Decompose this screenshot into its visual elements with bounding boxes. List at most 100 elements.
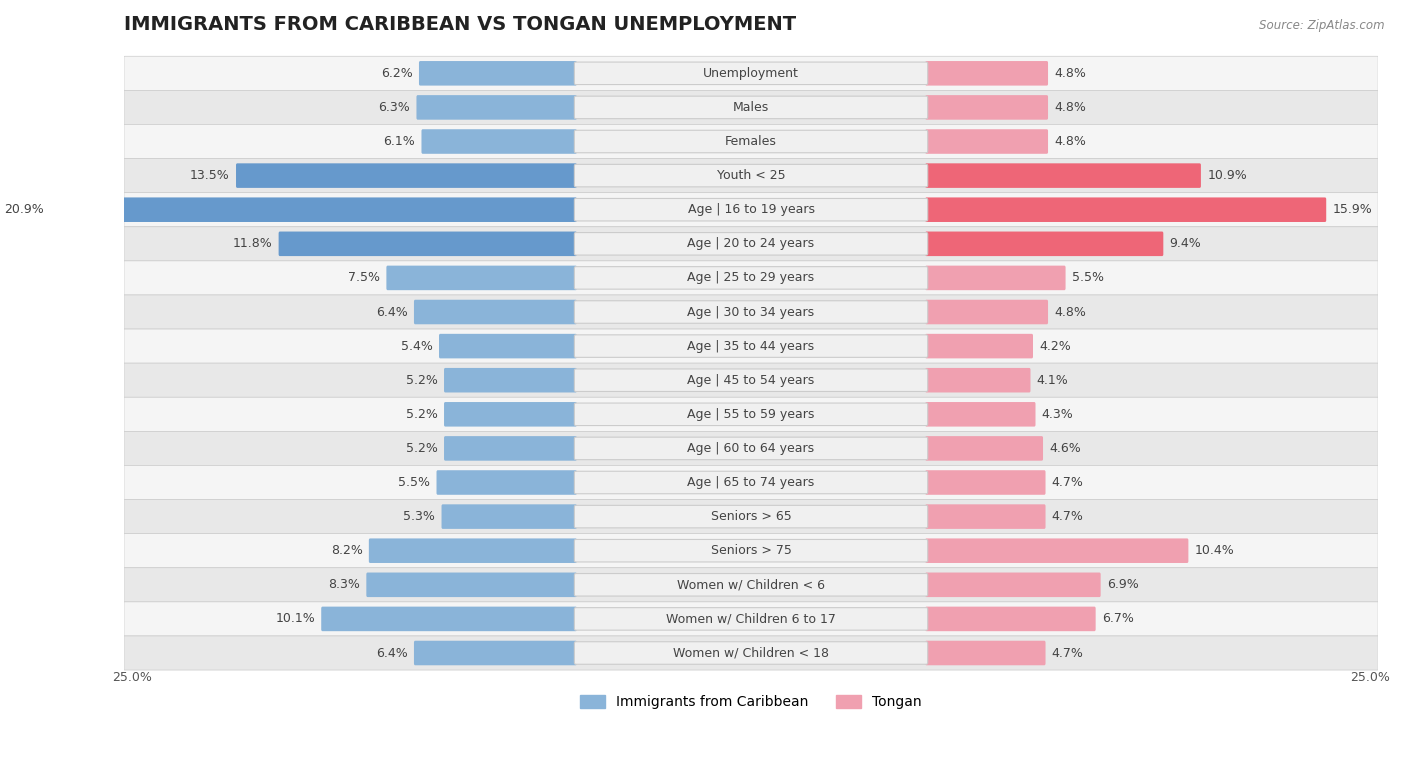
FancyBboxPatch shape (124, 431, 1378, 466)
Text: 5.4%: 5.4% (401, 340, 433, 353)
FancyBboxPatch shape (925, 61, 1047, 86)
FancyBboxPatch shape (124, 295, 1378, 329)
Text: 4.7%: 4.7% (1052, 476, 1084, 489)
FancyBboxPatch shape (575, 62, 928, 85)
Text: 25.0%: 25.0% (1350, 671, 1391, 684)
Text: 8.3%: 8.3% (328, 578, 360, 591)
FancyBboxPatch shape (278, 232, 576, 256)
FancyBboxPatch shape (441, 504, 576, 529)
FancyBboxPatch shape (124, 568, 1378, 602)
Text: 6.2%: 6.2% (381, 67, 413, 79)
Text: 5.2%: 5.2% (406, 408, 437, 421)
FancyBboxPatch shape (321, 606, 576, 631)
Text: 5.5%: 5.5% (398, 476, 430, 489)
Text: IMMIGRANTS FROM CARIBBEAN VS TONGAN UNEMPLOYMENT: IMMIGRANTS FROM CARIBBEAN VS TONGAN UNEM… (125, 15, 797, 34)
FancyBboxPatch shape (575, 96, 928, 119)
Text: 6.4%: 6.4% (375, 646, 408, 659)
Text: 10.9%: 10.9% (1208, 169, 1247, 182)
Text: Unemployment: Unemployment (703, 67, 799, 79)
FancyBboxPatch shape (575, 130, 928, 153)
Text: 4.7%: 4.7% (1052, 646, 1084, 659)
Text: Women w/ Children < 6: Women w/ Children < 6 (678, 578, 825, 591)
FancyBboxPatch shape (124, 602, 1378, 636)
Text: Age | 16 to 19 years: Age | 16 to 19 years (688, 203, 814, 217)
Text: 5.3%: 5.3% (404, 510, 436, 523)
FancyBboxPatch shape (575, 540, 928, 562)
FancyBboxPatch shape (925, 504, 1046, 529)
Legend: Immigrants from Caribbean, Tongan: Immigrants from Caribbean, Tongan (575, 690, 928, 715)
Text: 4.3%: 4.3% (1042, 408, 1074, 421)
Text: 25.0%: 25.0% (112, 671, 152, 684)
Text: 11.8%: 11.8% (232, 237, 273, 251)
FancyBboxPatch shape (925, 470, 1046, 495)
FancyBboxPatch shape (124, 124, 1378, 158)
FancyBboxPatch shape (413, 300, 576, 324)
FancyBboxPatch shape (575, 574, 928, 596)
FancyBboxPatch shape (236, 164, 576, 188)
Text: Source: ZipAtlas.com: Source: ZipAtlas.com (1260, 19, 1385, 32)
FancyBboxPatch shape (124, 261, 1378, 295)
FancyBboxPatch shape (575, 369, 928, 391)
FancyBboxPatch shape (925, 164, 1201, 188)
Text: 4.1%: 4.1% (1036, 374, 1069, 387)
FancyBboxPatch shape (124, 466, 1378, 500)
FancyBboxPatch shape (124, 534, 1378, 568)
Text: 4.8%: 4.8% (1054, 135, 1087, 148)
FancyBboxPatch shape (367, 572, 576, 597)
Text: 15.9%: 15.9% (1333, 203, 1372, 217)
FancyBboxPatch shape (575, 164, 928, 187)
Text: Age | 60 to 64 years: Age | 60 to 64 years (688, 442, 814, 455)
FancyBboxPatch shape (925, 436, 1043, 461)
FancyBboxPatch shape (422, 129, 576, 154)
Text: Women w/ Children < 18: Women w/ Children < 18 (673, 646, 830, 659)
FancyBboxPatch shape (925, 300, 1047, 324)
FancyBboxPatch shape (925, 266, 1066, 290)
FancyBboxPatch shape (387, 266, 576, 290)
FancyBboxPatch shape (124, 329, 1378, 363)
Text: Youth < 25: Youth < 25 (717, 169, 786, 182)
Text: Age | 55 to 59 years: Age | 55 to 59 years (688, 408, 814, 421)
Text: 5.5%: 5.5% (1071, 272, 1104, 285)
Text: Women w/ Children 6 to 17: Women w/ Children 6 to 17 (666, 612, 837, 625)
FancyBboxPatch shape (575, 403, 928, 425)
FancyBboxPatch shape (368, 538, 576, 563)
FancyBboxPatch shape (925, 572, 1101, 597)
FancyBboxPatch shape (575, 608, 928, 630)
FancyBboxPatch shape (925, 538, 1188, 563)
Text: 4.2%: 4.2% (1039, 340, 1071, 353)
FancyBboxPatch shape (925, 334, 1033, 358)
FancyBboxPatch shape (124, 227, 1378, 261)
Text: Age | 35 to 44 years: Age | 35 to 44 years (688, 340, 814, 353)
Text: 5.2%: 5.2% (406, 374, 437, 387)
FancyBboxPatch shape (124, 636, 1378, 670)
FancyBboxPatch shape (925, 606, 1095, 631)
FancyBboxPatch shape (444, 368, 576, 392)
Text: 4.8%: 4.8% (1054, 101, 1087, 114)
Text: 4.8%: 4.8% (1054, 67, 1087, 79)
FancyBboxPatch shape (925, 232, 1163, 256)
FancyBboxPatch shape (575, 198, 928, 221)
FancyBboxPatch shape (575, 335, 928, 357)
FancyBboxPatch shape (925, 402, 1035, 427)
Text: 4.8%: 4.8% (1054, 306, 1087, 319)
FancyBboxPatch shape (419, 61, 576, 86)
FancyBboxPatch shape (444, 402, 576, 427)
FancyBboxPatch shape (575, 437, 928, 459)
FancyBboxPatch shape (124, 193, 1378, 227)
FancyBboxPatch shape (444, 436, 576, 461)
Text: 9.4%: 9.4% (1170, 237, 1201, 251)
Text: 6.9%: 6.9% (1107, 578, 1139, 591)
FancyBboxPatch shape (575, 301, 928, 323)
FancyBboxPatch shape (575, 266, 928, 289)
FancyBboxPatch shape (925, 129, 1047, 154)
Text: Seniors > 65: Seniors > 65 (710, 510, 792, 523)
Text: 5.2%: 5.2% (406, 442, 437, 455)
Text: Age | 45 to 54 years: Age | 45 to 54 years (688, 374, 814, 387)
Text: Seniors > 75: Seniors > 75 (710, 544, 792, 557)
FancyBboxPatch shape (925, 640, 1046, 665)
Text: 6.3%: 6.3% (378, 101, 411, 114)
FancyBboxPatch shape (124, 90, 1378, 124)
Text: 20.9%: 20.9% (4, 203, 44, 217)
FancyBboxPatch shape (925, 368, 1031, 392)
Text: 6.4%: 6.4% (375, 306, 408, 319)
